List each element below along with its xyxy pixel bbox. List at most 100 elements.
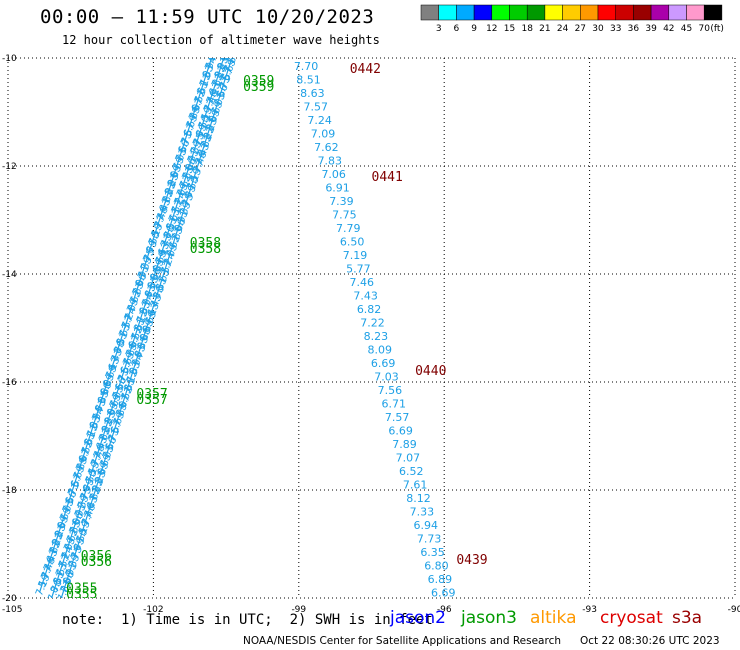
dense-track-swh-label: 6.69 bbox=[218, 38, 237, 63]
footer-note: note: 1) Time is in UTC; 2) SWH is in fe… bbox=[62, 612, 433, 628]
track-swh-label: 7.46 bbox=[350, 276, 375, 289]
track-swh-label: 8.12 bbox=[406, 492, 431, 505]
pass-time-label: 0439 bbox=[456, 553, 487, 568]
track-swh-label: 7.06 bbox=[321, 168, 346, 181]
x-tick-label: -96 bbox=[437, 605, 452, 615]
track-swh-label: 8.51 bbox=[296, 74, 321, 87]
pass-time-label: 0356 bbox=[81, 555, 112, 570]
colorbar-label: 42 bbox=[663, 24, 674, 34]
dense-track-line bbox=[38, 58, 213, 593]
track-swh-label: 6.71 bbox=[382, 398, 407, 411]
track-swh-label: 7.03 bbox=[374, 371, 399, 384]
colorbar-swatch bbox=[615, 4, 634, 21]
track-swh-label: 7.57 bbox=[304, 101, 329, 114]
dense-track-swh-label: 6.35 bbox=[206, 38, 225, 63]
chart-title: 00:00 — 11:59 UTC 10/20/2023 bbox=[40, 6, 375, 28]
colorbar-label: 36 bbox=[628, 24, 640, 34]
track-swh-label: 7.83 bbox=[318, 155, 343, 168]
colorbar-label: 6 bbox=[454, 24, 460, 34]
colorbar-swatch bbox=[597, 4, 616, 21]
pass-time-label: 0441 bbox=[372, 170, 403, 185]
y-tick-label: -14 bbox=[2, 270, 17, 280]
legend-cryosat: cryosat bbox=[600, 608, 663, 628]
pass-time-label: 0440 bbox=[415, 364, 446, 379]
footer-timestamp: Oct 22 08:30:26 UTC 2023 bbox=[580, 635, 720, 647]
x-tick-label: -99 bbox=[291, 605, 306, 615]
colorbar-swatch bbox=[580, 4, 599, 21]
pass-time-label: 0355 bbox=[66, 582, 97, 597]
colorbar-swatch bbox=[544, 4, 563, 21]
colorbar-label: 27 bbox=[575, 24, 586, 34]
legend-jason2: jason2 bbox=[390, 608, 446, 628]
dense-track-swh-label: 7.07 bbox=[226, 41, 245, 66]
track-swh-label: 8.09 bbox=[367, 344, 392, 357]
colorbar-label: 12 bbox=[486, 24, 497, 34]
track-swh-label: 7.24 bbox=[307, 114, 332, 127]
track-swh-label: 7.56 bbox=[378, 384, 403, 397]
legend-jason3: jason3 bbox=[461, 608, 517, 628]
colorbar-label: 24 bbox=[557, 24, 569, 34]
colorbar-swatch bbox=[526, 4, 546, 21]
chart-subtitle: 12 hour collection of altimeter wave hei… bbox=[62, 33, 380, 47]
x-tick-label: -90 bbox=[728, 605, 740, 615]
plot-area: 7.708.518.637.577.247.097.627.837.066.91… bbox=[34, 38, 488, 603]
pass-time-label: 0358 bbox=[190, 236, 221, 251]
pass-time-label: 0357 bbox=[136, 387, 167, 402]
colorbar-swatch bbox=[703, 4, 723, 21]
colorbar-label: 39 bbox=[645, 24, 657, 34]
track-swh-label: 6.94 bbox=[414, 519, 439, 532]
y-tick-label: -12 bbox=[2, 162, 17, 172]
track-swh-label: 7.33 bbox=[410, 506, 435, 519]
legend-altika: altika bbox=[530, 608, 577, 628]
colorbar-label: 30 bbox=[592, 24, 604, 34]
track-swh-label: 6.50 bbox=[340, 236, 365, 249]
track-swh-label: 7.62 bbox=[314, 141, 339, 154]
track-swh-label: 6.69 bbox=[431, 587, 456, 600]
track-swh-label: 6.89 bbox=[428, 573, 453, 586]
track-swh-label: 7.61 bbox=[403, 479, 428, 492]
colorbar-swatch bbox=[633, 4, 652, 21]
track-swh-label: 7.73 bbox=[417, 533, 442, 546]
track-swh-label: 7.39 bbox=[329, 195, 354, 208]
pass-time-label: 0358 bbox=[190, 242, 221, 257]
track-swh-label: 7.79 bbox=[336, 222, 361, 235]
colorbar-swatch bbox=[686, 4, 705, 21]
track-swh-label: 7.22 bbox=[360, 317, 385, 330]
colorbar-swatch bbox=[509, 4, 528, 21]
colorbar-label: 18 bbox=[521, 24, 533, 34]
colorbar-label: 9 bbox=[471, 24, 477, 34]
track-swh-label: 8.23 bbox=[364, 330, 389, 343]
y-tick-label: -10 bbox=[2, 54, 17, 64]
track-swh-label: 7.70 bbox=[294, 60, 319, 73]
track-swh-label: 6.35 bbox=[420, 546, 445, 559]
pass-time-label: 0359 bbox=[243, 80, 274, 95]
y-tick-label: -20 bbox=[2, 594, 17, 604]
colorbar-swatch bbox=[562, 4, 581, 21]
x-tick-label: -105 bbox=[2, 605, 22, 615]
track-swh-label: 6.69 bbox=[371, 357, 396, 370]
colorbar-label: 45 bbox=[681, 24, 692, 34]
track-swh-label: 7.89 bbox=[392, 438, 417, 451]
track-swh-label: 7.75 bbox=[332, 209, 357, 222]
colorbar-swatch bbox=[473, 4, 493, 21]
track-swh-label: 7.19 bbox=[343, 249, 368, 262]
pass-time-label: 0357 bbox=[136, 393, 167, 408]
track-swh-label: 7.57 bbox=[385, 411, 410, 424]
pass-time-label: 0355 bbox=[66, 588, 97, 603]
colorbar-label: 70 bbox=[698, 24, 710, 34]
colorbar-swatch bbox=[456, 4, 475, 21]
track-swh-label: 5.77 bbox=[346, 263, 371, 276]
pass-time-label: 0359 bbox=[243, 74, 274, 89]
colorbar-swatch bbox=[420, 4, 439, 21]
track-swh-label: 6.80 bbox=[424, 560, 449, 573]
track-swh-label: 7.43 bbox=[353, 290, 378, 303]
colorbar-unit: (ft) bbox=[710, 24, 724, 34]
track-swh-label: 6.91 bbox=[325, 182, 350, 195]
colorbar-label: 3 bbox=[436, 24, 442, 34]
legend-s3a: s3a bbox=[672, 608, 703, 628]
colorbar-swatch bbox=[438, 4, 457, 21]
track-swh-label: 6.52 bbox=[399, 465, 424, 478]
pass-time-label: 0356 bbox=[81, 549, 112, 564]
y-tick-label: -18 bbox=[2, 486, 17, 496]
